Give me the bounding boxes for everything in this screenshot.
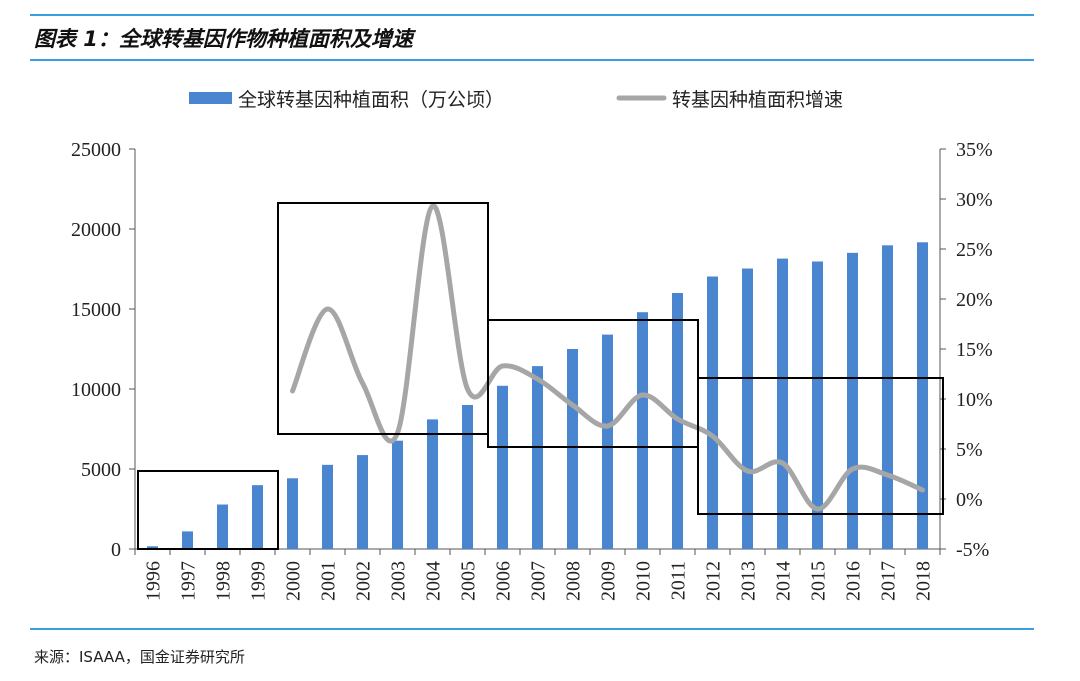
x-tick-label: 2010 <box>633 561 655 601</box>
chart-title: 图表 1：全球转基因作物种植面积及增速 <box>34 27 413 51</box>
left-tick-label: 5000 <box>81 459 121 481</box>
x-tick-label: 2017 <box>878 561 900 601</box>
legend-line-label: 转基因种植面积增速 <box>672 89 843 111</box>
bar <box>812 261 823 549</box>
bar <box>287 478 298 549</box>
growth-line <box>290 203 925 512</box>
bottom-rule <box>30 628 1034 630</box>
x-tick-label: 2012 <box>703 561 725 601</box>
bar <box>322 464 333 549</box>
legend-bar-swatch <box>189 92 232 104</box>
bar <box>217 504 228 549</box>
x-tick-label: 2000 <box>283 561 305 601</box>
x-tick-label: 1999 <box>248 561 270 601</box>
left-tick-label: 15000 <box>71 299 121 321</box>
x-tick-label: 2003 <box>388 561 410 601</box>
x-tick-label: 2004 <box>423 561 445 601</box>
x-tick-label: 2005 <box>458 561 480 601</box>
left-tick-label: 20000 <box>71 219 121 241</box>
highlight-box <box>697 377 944 515</box>
x-tick-label: 2015 <box>808 561 830 601</box>
left-tick-label: 25000 <box>71 139 121 161</box>
bar <box>462 405 473 549</box>
source-note: 来源：ISAAA，国金证券研究所 <box>34 648 245 666</box>
bar <box>567 349 578 549</box>
highlight-box <box>487 319 699 448</box>
right-tick-label: -5% <box>956 539 989 561</box>
highlight-box <box>137 470 279 550</box>
right-tick-label: 25% <box>956 239 993 261</box>
bar <box>532 366 543 549</box>
x-tick-label: 2008 <box>563 561 585 601</box>
x-tick-label: 2001 <box>318 561 340 601</box>
bar <box>882 245 893 549</box>
x-tick-label: 1997 <box>178 561 200 601</box>
bar <box>357 455 368 549</box>
bar <box>392 440 403 549</box>
x-tick-label: 2014 <box>773 561 795 601</box>
bar <box>917 242 928 549</box>
x-tick-label: 1996 <box>143 561 165 601</box>
x-tick-label: 2002 <box>353 561 375 601</box>
top-rule <box>30 14 1034 16</box>
x-tick-label: 2018 <box>913 561 935 601</box>
x-tick-label: 2006 <box>493 561 515 601</box>
bar <box>252 485 263 549</box>
bar <box>847 252 858 549</box>
right-tick-label: 5% <box>956 439 983 461</box>
title-rule <box>30 59 1034 61</box>
bar <box>427 419 438 549</box>
x-tick-label: 2009 <box>598 561 620 601</box>
bar <box>742 268 753 549</box>
left-tick-label: 0 <box>111 539 121 561</box>
bar <box>707 276 718 549</box>
bar <box>497 385 508 549</box>
right-tick-label: 35% <box>956 139 993 161</box>
x-tick-label: 2016 <box>843 561 865 601</box>
x-tick-label: 2011 <box>668 561 690 600</box>
legend-bar-label: 全球转基因种植面积（万公顷） <box>238 89 504 111</box>
x-tick-label: 1998 <box>213 561 235 601</box>
bar <box>602 334 613 549</box>
right-tick-label: 20% <box>956 289 993 311</box>
right-tick-label: 10% <box>956 389 993 411</box>
bar <box>777 258 788 549</box>
x-tick-label: 2007 <box>528 561 550 601</box>
highlight-box <box>277 202 489 435</box>
bar <box>147 546 158 549</box>
right-tick-label: 30% <box>956 189 993 211</box>
right-tick-label: 0% <box>956 489 983 511</box>
x-tick-label: 2013 <box>738 561 760 601</box>
bar <box>182 531 193 549</box>
right-tick-label: 15% <box>956 339 993 361</box>
bar <box>637 312 648 549</box>
left-tick-label: 10000 <box>71 379 121 401</box>
